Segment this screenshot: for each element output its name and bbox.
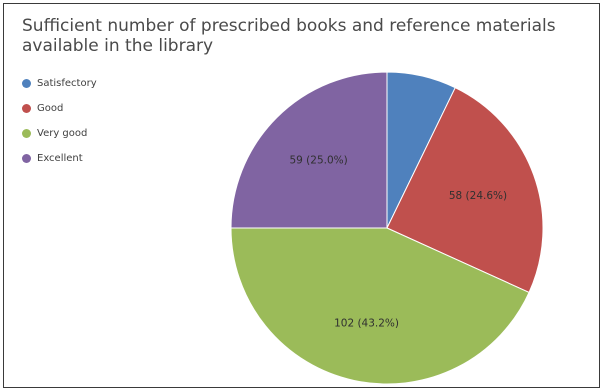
pie-slice-very-good [230, 227, 530, 385]
legend-label-excellent: Excellent [37, 153, 83, 164]
legend-swatch-satisfectory [22, 79, 31, 88]
legend-swatch-excellent [22, 154, 31, 163]
legend-label-very-good: Very good [37, 128, 88, 139]
legend-swatch-good [22, 104, 31, 113]
pie-label-excellent: 59 (25.0%) [289, 155, 347, 167]
legend-item-excellent: Excellent [22, 146, 97, 171]
pie-slice-excellent [230, 71, 388, 229]
chart-legend: Satisfectory Good Very good Excellent [22, 71, 97, 171]
legend-swatch-very-good [22, 129, 31, 138]
legend-label-good: Good [37, 103, 64, 114]
pie-label-good: 58 (24.6%) [449, 190, 507, 202]
chart-title: Sufficient number of prescribed books an… [22, 16, 556, 56]
pie-slice-good [386, 87, 544, 294]
legend-label-satisfectory: Satisfectory [37, 78, 97, 89]
legend-item-good: Good [22, 96, 97, 121]
legend-item-satisfectory: Satisfectory [22, 71, 97, 96]
pie-label-very-good: 102 (43.2%) [334, 318, 399, 330]
legend-item-very-good: Very good [22, 121, 97, 146]
